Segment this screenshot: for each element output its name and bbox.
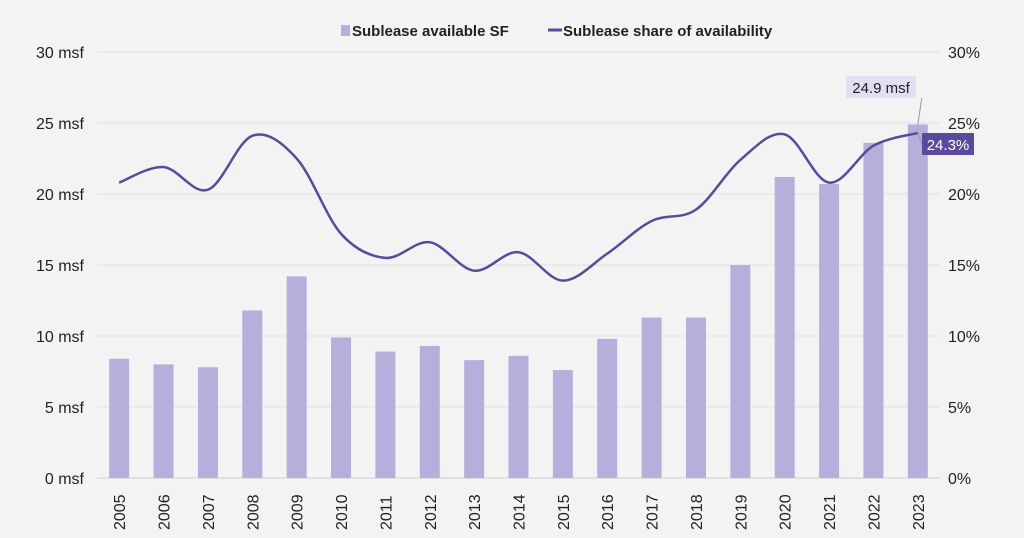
annotations: 24.9 msf 24.3% <box>846 76 974 155</box>
x-tick-label: 2005 <box>112 494 129 530</box>
y2-tick-label: 5% <box>948 400 971 417</box>
legend-label-line: Sublease share of availability <box>563 23 773 40</box>
bar <box>153 364 174 478</box>
line-series <box>118 131 919 282</box>
bar <box>597 338 618 478</box>
annotation-label-bar: 24.9 msf <box>852 80 910 97</box>
x-tick-label: 2015 <box>556 494 573 530</box>
y2-tick-label: 20% <box>948 187 980 204</box>
x-tick-label: 2017 <box>645 494 662 530</box>
bar <box>730 265 751 478</box>
x-tick-label: 2007 <box>201 494 218 530</box>
y-tick-label: 10 msf <box>36 329 85 346</box>
y-tick-label: 15 msf <box>36 258 85 275</box>
bar <box>819 184 840 478</box>
x-tick-label: 2022 <box>866 494 883 530</box>
bar <box>508 355 529 478</box>
bar <box>863 142 884 478</box>
bar <box>109 358 130 478</box>
x-tick-label: 2009 <box>290 494 307 530</box>
bar <box>286 276 307 478</box>
bar <box>774 176 795 478</box>
y2-tick-label: 30% <box>948 45 980 62</box>
y-tick-label: 25 msf <box>36 116 85 133</box>
x-tick-label: 2016 <box>600 494 617 530</box>
bar <box>552 370 573 478</box>
annotation-box-line <box>922 133 974 155</box>
x-tick-label: 2018 <box>689 494 706 530</box>
x-tick-label: 2020 <box>778 494 795 530</box>
y-tick-label: 20 msf <box>36 187 85 204</box>
bar <box>242 310 263 478</box>
category-axis-ticks: 2005 2006 2007 2008 2009 2010 2011 2012 2013 2014… <box>112 494 928 530</box>
x-tick-label: 2021 <box>822 494 839 530</box>
gridlines <box>97 51 940 479</box>
y2-tick-label: 10% <box>948 329 980 346</box>
share-line <box>118 131 919 282</box>
legend-label-bar: Sublease available SF <box>352 23 509 40</box>
y2-tick-label: 25% <box>948 116 980 133</box>
y-tick-label: 30 msf <box>36 45 85 62</box>
y-tick-label: 5 msf <box>45 400 85 417</box>
x-tick-label: 2019 <box>733 494 750 530</box>
bar <box>331 337 352 478</box>
right-axis-ticks: 0% 5% 10% 15% 20% 25% 30% <box>948 45 980 488</box>
x-tick-label: 2012 <box>423 494 440 530</box>
x-tick-label: 2010 <box>334 494 351 530</box>
y2-tick-label: 0% <box>948 471 971 488</box>
y-tick-label: 0 msf <box>45 471 85 488</box>
annotation-label-line: 24.3% <box>927 137 970 154</box>
bar <box>907 124 928 479</box>
x-tick-label: 2023 <box>911 494 928 530</box>
bar <box>419 345 440 478</box>
bar <box>375 351 396 478</box>
x-tick-label: 2008 <box>245 494 262 530</box>
annotation-box-bar <box>846 76 916 98</box>
bar <box>464 360 485 478</box>
x-tick-label: 2006 <box>157 494 174 530</box>
left-axis-ticks: 0 msf 5 msf 10 msf 15 msf 20 msf 25 msf 30 msf <box>36 45 85 488</box>
annotation-leader <box>917 97 923 125</box>
bar <box>641 317 662 478</box>
x-tick-label: 2013 <box>467 494 484 530</box>
y2-tick-label: 15% <box>948 258 980 275</box>
x-tick-label: 2014 <box>512 494 529 530</box>
x-tick-label: 2011 <box>378 495 395 530</box>
bar-series <box>109 124 928 479</box>
bar <box>197 367 218 478</box>
legend: Sublease available SF Sublease share of a… <box>341 23 773 40</box>
annotation-leader <box>917 132 923 145</box>
legend-swatch-bar <box>341 25 350 36</box>
bar <box>685 317 706 478</box>
